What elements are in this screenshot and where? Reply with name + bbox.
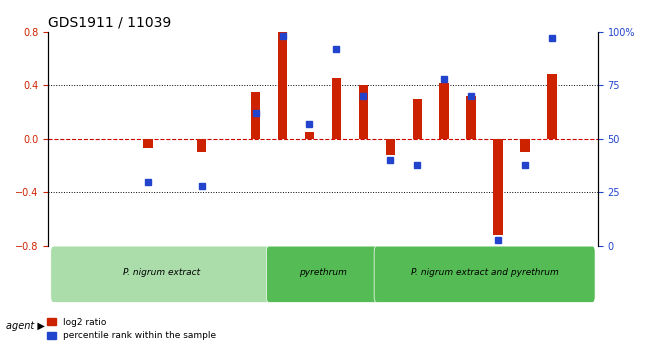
Bar <box>278 31 287 139</box>
Bar <box>332 79 341 139</box>
FancyBboxPatch shape <box>266 246 380 303</box>
Text: P. nigrum extract: P. nigrum extract <box>123 268 200 277</box>
Text: agent ▶: agent ▶ <box>6 321 46 331</box>
FancyBboxPatch shape <box>51 246 272 303</box>
Bar <box>305 132 314 139</box>
Bar <box>547 75 556 139</box>
Bar <box>359 85 368 139</box>
Bar <box>197 139 207 152</box>
Bar <box>439 82 449 139</box>
Text: pyrethrum: pyrethrum <box>299 268 347 277</box>
Bar <box>143 139 153 148</box>
Text: GDS1911 / 11039: GDS1911 / 11039 <box>48 15 172 29</box>
Bar <box>467 96 476 139</box>
Bar <box>493 139 503 235</box>
Text: P. nigrum extract and pyrethrum: P. nigrum extract and pyrethrum <box>411 268 558 277</box>
Bar <box>413 99 422 139</box>
Bar <box>520 139 530 152</box>
Legend: log2 ratio, percentile rank within the sample: log2 ratio, percentile rank within the s… <box>44 314 220 344</box>
Bar <box>251 92 260 139</box>
Bar <box>385 139 395 155</box>
FancyBboxPatch shape <box>374 246 595 303</box>
